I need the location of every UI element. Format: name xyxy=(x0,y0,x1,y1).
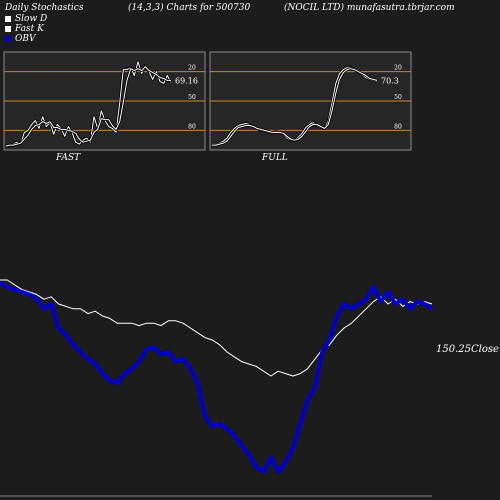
legend-swatch-obv xyxy=(5,36,11,42)
full-ytick-label: 20 xyxy=(394,65,402,72)
full-panel-label: FULL xyxy=(262,153,288,163)
fast-ytick-label: 50 xyxy=(188,94,196,101)
obv-line xyxy=(0,280,434,474)
fast-ytick-label: 20 xyxy=(188,65,196,72)
chart-title-center: (14,3,3) Charts for 500730 xyxy=(128,3,251,13)
legend-label-fast-k: Fast K xyxy=(15,24,44,34)
fast-ytick-label: 80 xyxy=(188,123,196,130)
price-line xyxy=(0,279,433,377)
close-value-label: 150.25Close xyxy=(436,344,499,355)
chart-title-left: Daily Stochastics xyxy=(5,3,84,13)
fast-panel-label: FAST xyxy=(56,153,81,163)
fast-last-value-label: 69.16 xyxy=(175,76,198,85)
full-last-value-label: 70.3 xyxy=(381,76,399,85)
chart-title-right: (NOCIL LTD) munafasutra.tbrjar.com xyxy=(284,3,455,13)
full-ytick-label: 50 xyxy=(394,94,402,101)
legend-label-obv: OBV xyxy=(15,34,36,44)
legend-fast-k: Fast K xyxy=(5,24,44,34)
legend-swatch-slow-d xyxy=(5,16,11,22)
legend-swatch-fast-k xyxy=(5,26,11,32)
full-ytick-label: 80 xyxy=(394,123,402,130)
legend-label-slow-d: Slow D xyxy=(15,14,48,24)
legend-slow-d: Slow D xyxy=(5,14,47,24)
fast-series-line-slow-d xyxy=(5,66,171,147)
legend-obv: OBV xyxy=(5,34,36,44)
full-series-line-slow-d xyxy=(212,68,378,146)
